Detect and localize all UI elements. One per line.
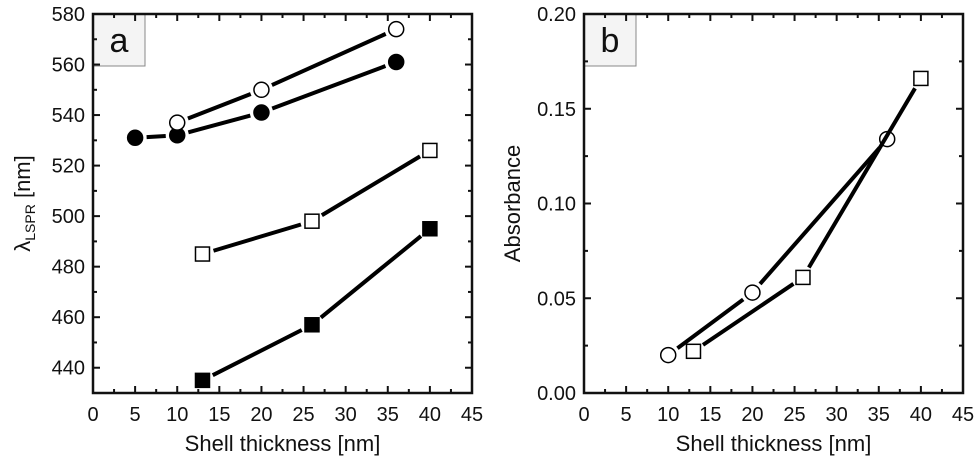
data-point-circle bbox=[253, 81, 270, 99]
x-tick-label: 0 bbox=[87, 404, 98, 426]
series-line-segment bbox=[212, 222, 302, 253]
series-line-segment bbox=[187, 92, 252, 121]
data-point-square bbox=[913, 70, 929, 87]
y-tick-label: 0.05 bbox=[537, 288, 576, 310]
axes-frame bbox=[582, 12, 965, 395]
data-point-circle bbox=[387, 20, 405, 38]
x-tick-label: 15 bbox=[699, 404, 721, 426]
series-line-segment bbox=[211, 328, 303, 377]
data-point-square bbox=[194, 246, 211, 262]
series-filled-circles bbox=[126, 53, 405, 147]
y-tick-label: 0.10 bbox=[537, 194, 576, 216]
data-point-circle bbox=[744, 284, 761, 301]
x-tick-label: 10 bbox=[657, 404, 679, 426]
panel-label: a bbox=[110, 22, 129, 60]
y-tick-label: 500 bbox=[52, 206, 85, 228]
panel-label-box bbox=[583, 13, 637, 67]
series-line-segment bbox=[701, 282, 795, 347]
x-tick-label: 5 bbox=[621, 404, 632, 426]
panel-a: a 0 5 10 15 20 25 30 35 40 45 440 460 480 500 520 540 560… bbox=[10, 4, 483, 456]
series-line-segment bbox=[676, 297, 745, 350]
y-axis-title-main: λ bbox=[10, 241, 35, 252]
x-axis-title: Shell thickness [nm] bbox=[185, 431, 381, 456]
series-line-segment bbox=[319, 234, 423, 320]
data-point-square bbox=[194, 372, 211, 389]
data-point-square bbox=[795, 269, 811, 286]
x-tick-label: 45 bbox=[461, 404, 483, 426]
x-tick-label: 30 bbox=[335, 404, 357, 426]
x-tick-label: 40 bbox=[910, 404, 932, 426]
series-open-squares bbox=[194, 142, 438, 262]
data-point-circle bbox=[253, 104, 270, 121]
data-point-square bbox=[422, 142, 438, 159]
x-tick-label: 35 bbox=[868, 404, 890, 426]
y-axis-title-unit: [nm] bbox=[10, 155, 35, 204]
x-tick-label: 25 bbox=[292, 404, 314, 426]
panel-label-box bbox=[92, 13, 146, 67]
x-tick-label: 35 bbox=[377, 404, 399, 426]
y-axis-title: Absorbance bbox=[500, 145, 525, 262]
y-tick-label: 480 bbox=[52, 257, 85, 279]
series-line-segment bbox=[187, 113, 251, 135]
data-point-circle bbox=[126, 129, 144, 147]
y-axis-title: λLSPR [nm] bbox=[10, 155, 38, 251]
x-tick-label: 15 bbox=[208, 404, 230, 426]
x-tick-label: 40 bbox=[419, 404, 441, 426]
x-tick-label: 0 bbox=[578, 404, 589, 426]
series-filled-squares bbox=[194, 221, 438, 389]
series-open-circles bbox=[659, 130, 896, 364]
y-tick-label: 0.20 bbox=[537, 4, 576, 26]
y-tick-label: 0.00 bbox=[537, 383, 576, 405]
data-point-circle bbox=[387, 53, 405, 71]
y-tick-label: 460 bbox=[52, 307, 85, 329]
panel-label: b bbox=[601, 22, 620, 60]
x-tick-label: 5 bbox=[130, 404, 141, 426]
y-tick-label: 540 bbox=[52, 105, 85, 127]
y-tick-label: 580 bbox=[52, 4, 85, 26]
series-line-segment bbox=[271, 32, 387, 87]
series-line-segment bbox=[271, 64, 387, 111]
x-tick-label: 45 bbox=[952, 404, 974, 426]
data-point-circle bbox=[168, 114, 186, 131]
data-point-square bbox=[685, 343, 702, 360]
series-line-segment bbox=[758, 146, 882, 286]
panel-b: b 0 5 10 15 20 25 30 35 40 45 0.00 0.05 0.10 0.15 0.20 S… bbox=[500, 4, 974, 456]
series-line-segment bbox=[320, 154, 422, 217]
y-tick-label: 0.15 bbox=[537, 99, 576, 121]
series-open-squares bbox=[685, 70, 929, 360]
x-tick-label: 10 bbox=[166, 404, 188, 426]
series-line-segment bbox=[146, 133, 166, 140]
x-tick-label: 30 bbox=[826, 404, 848, 426]
series-open-circles bbox=[168, 20, 405, 131]
data-point-square bbox=[422, 221, 438, 237]
x-tick-label: 25 bbox=[783, 404, 805, 426]
y-axis-title-main: Absorbance bbox=[500, 145, 525, 262]
series-line-segment bbox=[807, 87, 917, 269]
y-tick-label: 440 bbox=[52, 358, 85, 380]
x-tick-label: 20 bbox=[741, 404, 763, 426]
axes-frame bbox=[91, 12, 474, 395]
data-point-square bbox=[304, 213, 320, 229]
data-point-circle bbox=[659, 346, 677, 364]
y-axis-title-subscript: LSPR bbox=[22, 204, 38, 241]
x-tick-label: 20 bbox=[250, 404, 272, 426]
y-tick-label: 560 bbox=[52, 55, 85, 77]
data-point-square bbox=[304, 317, 320, 333]
y-tick-label: 520 bbox=[52, 156, 85, 178]
x-axis-title: Shell thickness [nm] bbox=[676, 431, 872, 456]
